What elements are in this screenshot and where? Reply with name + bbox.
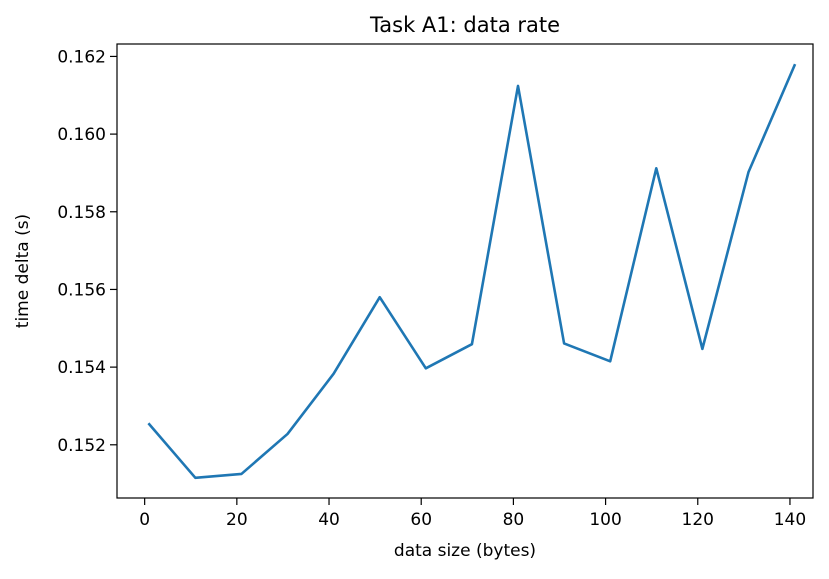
y-axis-ticks: 0.152 0.154 0.156 0.158 0.160 0.162	[57, 47, 117, 456]
plot-area-frame	[116, 43, 814, 499]
x-axis-label: data size (bytes)	[394, 541, 536, 561]
series-layer	[147, 63, 797, 480]
series-line-0	[147, 63, 797, 480]
x-tick-label: 100	[589, 510, 621, 530]
x-tick-label: 40	[318, 510, 340, 530]
x-tick-label: 0	[139, 510, 150, 530]
x-tick-label: 20	[226, 510, 248, 530]
y-axis-label: time delta (s)	[13, 214, 33, 328]
y-tick-label: 0.158	[57, 203, 106, 223]
y-tick-label: 0.154	[57, 358, 106, 378]
x-tick-label: 120	[682, 510, 714, 530]
x-tick-label: 60	[410, 510, 432, 530]
chart-title: Task A1: data rate	[369, 13, 560, 37]
x-tick-label: 80	[503, 510, 525, 530]
y-tick-label: 0.152	[57, 436, 106, 456]
y-tick-label: 0.160	[57, 125, 106, 145]
x-tick-label: 140	[774, 510, 806, 530]
y-tick-label: 0.162	[57, 47, 106, 67]
x-axis-ticks: 0 20 40 60 80 100 120 140	[139, 498, 806, 530]
y-tick-label: 0.156	[57, 280, 106, 300]
